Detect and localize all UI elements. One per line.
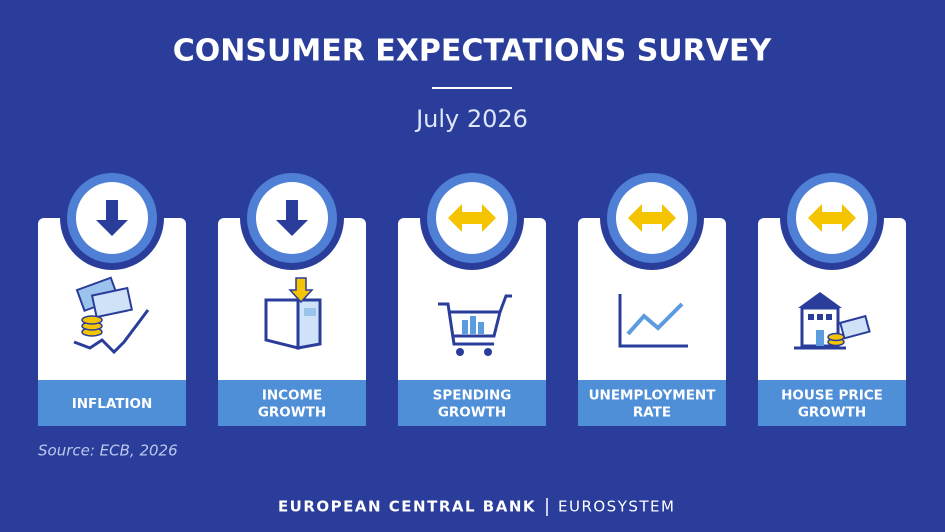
- icon-shape: [839, 314, 871, 340]
- indicator-arrow: [276, 200, 308, 236]
- arrow-shape: [96, 200, 128, 236]
- title: CONSUMER EXPECTATIONS SURVEY: [173, 34, 773, 69]
- icon-shape: [798, 292, 842, 308]
- icon-shape: [808, 314, 814, 320]
- card-label: UNEMPLOYMENT: [589, 388, 717, 404]
- icon-shape: [288, 277, 314, 304]
- card-label-band-top: [578, 380, 726, 388]
- card: INFLATION: [38, 166, 186, 426]
- card-label: SPENDING: [433, 388, 512, 404]
- icon-shape: [304, 308, 316, 316]
- card-label: GROWTH: [798, 405, 866, 421]
- icon-shape: [498, 294, 512, 313]
- arrow-shape: [448, 204, 496, 232]
- indicator-arrow: [96, 200, 128, 236]
- icon-shape: [450, 310, 502, 338]
- icon-shape: [816, 330, 824, 346]
- icon-shape: [438, 302, 494, 346]
- source: Source: ECB, 2026: [38, 442, 178, 460]
- card-label-band-top: [398, 380, 546, 388]
- icon-shape: [462, 320, 468, 334]
- indicator-arrow: [448, 204, 496, 232]
- subtitle: July 2026: [414, 105, 528, 133]
- card-label-band-top: [38, 380, 186, 388]
- card-label: GROWTH: [258, 405, 326, 421]
- indicator-arrow: [628, 204, 676, 232]
- card-label: RATE: [633, 405, 671, 421]
- footer-left: EUROPEAN CENTRAL BANK: [278, 498, 536, 516]
- icon-shape: [484, 348, 492, 356]
- card-icon: [438, 294, 512, 356]
- icon-shape: [81, 315, 103, 325]
- icon-shape: [90, 286, 134, 319]
- arrow-shape: [808, 204, 856, 232]
- icon-shape: [817, 314, 823, 320]
- card-label: HOUSE PRICE: [781, 388, 883, 404]
- indicator-arrow: [808, 204, 856, 232]
- footer-right: EUROSYSTEM: [558, 498, 675, 516]
- card-label: INCOME: [262, 388, 322, 404]
- arrow-shape: [628, 204, 676, 232]
- arrow-shape: [276, 200, 308, 236]
- card-icon: [618, 294, 688, 348]
- icon-shape: [470, 316, 476, 334]
- card-icon: [264, 277, 322, 350]
- icon-shape: [73, 309, 150, 355]
- card-label: GROWTH: [438, 405, 506, 421]
- icon-shape: [264, 298, 300, 350]
- card-icon: [794, 292, 871, 350]
- icon-shape: [826, 314, 832, 320]
- card-icon: [73, 276, 150, 355]
- icon-shape: [456, 348, 464, 356]
- icon-shape: [478, 322, 484, 334]
- card-label: INFLATION: [72, 396, 153, 412]
- icon-shape: [618, 294, 688, 348]
- icon-shape: [827, 332, 845, 342]
- card-label-band-top: [218, 380, 366, 388]
- icon-shape: [296, 298, 322, 350]
- icon-shape: [626, 302, 684, 336]
- card-label-band-top: [758, 380, 906, 388]
- cards: INFLATIONINCOMEGROWTHSPENDINGGROWTHUNEMP…: [38, 166, 906, 426]
- card-body: [38, 218, 186, 426]
